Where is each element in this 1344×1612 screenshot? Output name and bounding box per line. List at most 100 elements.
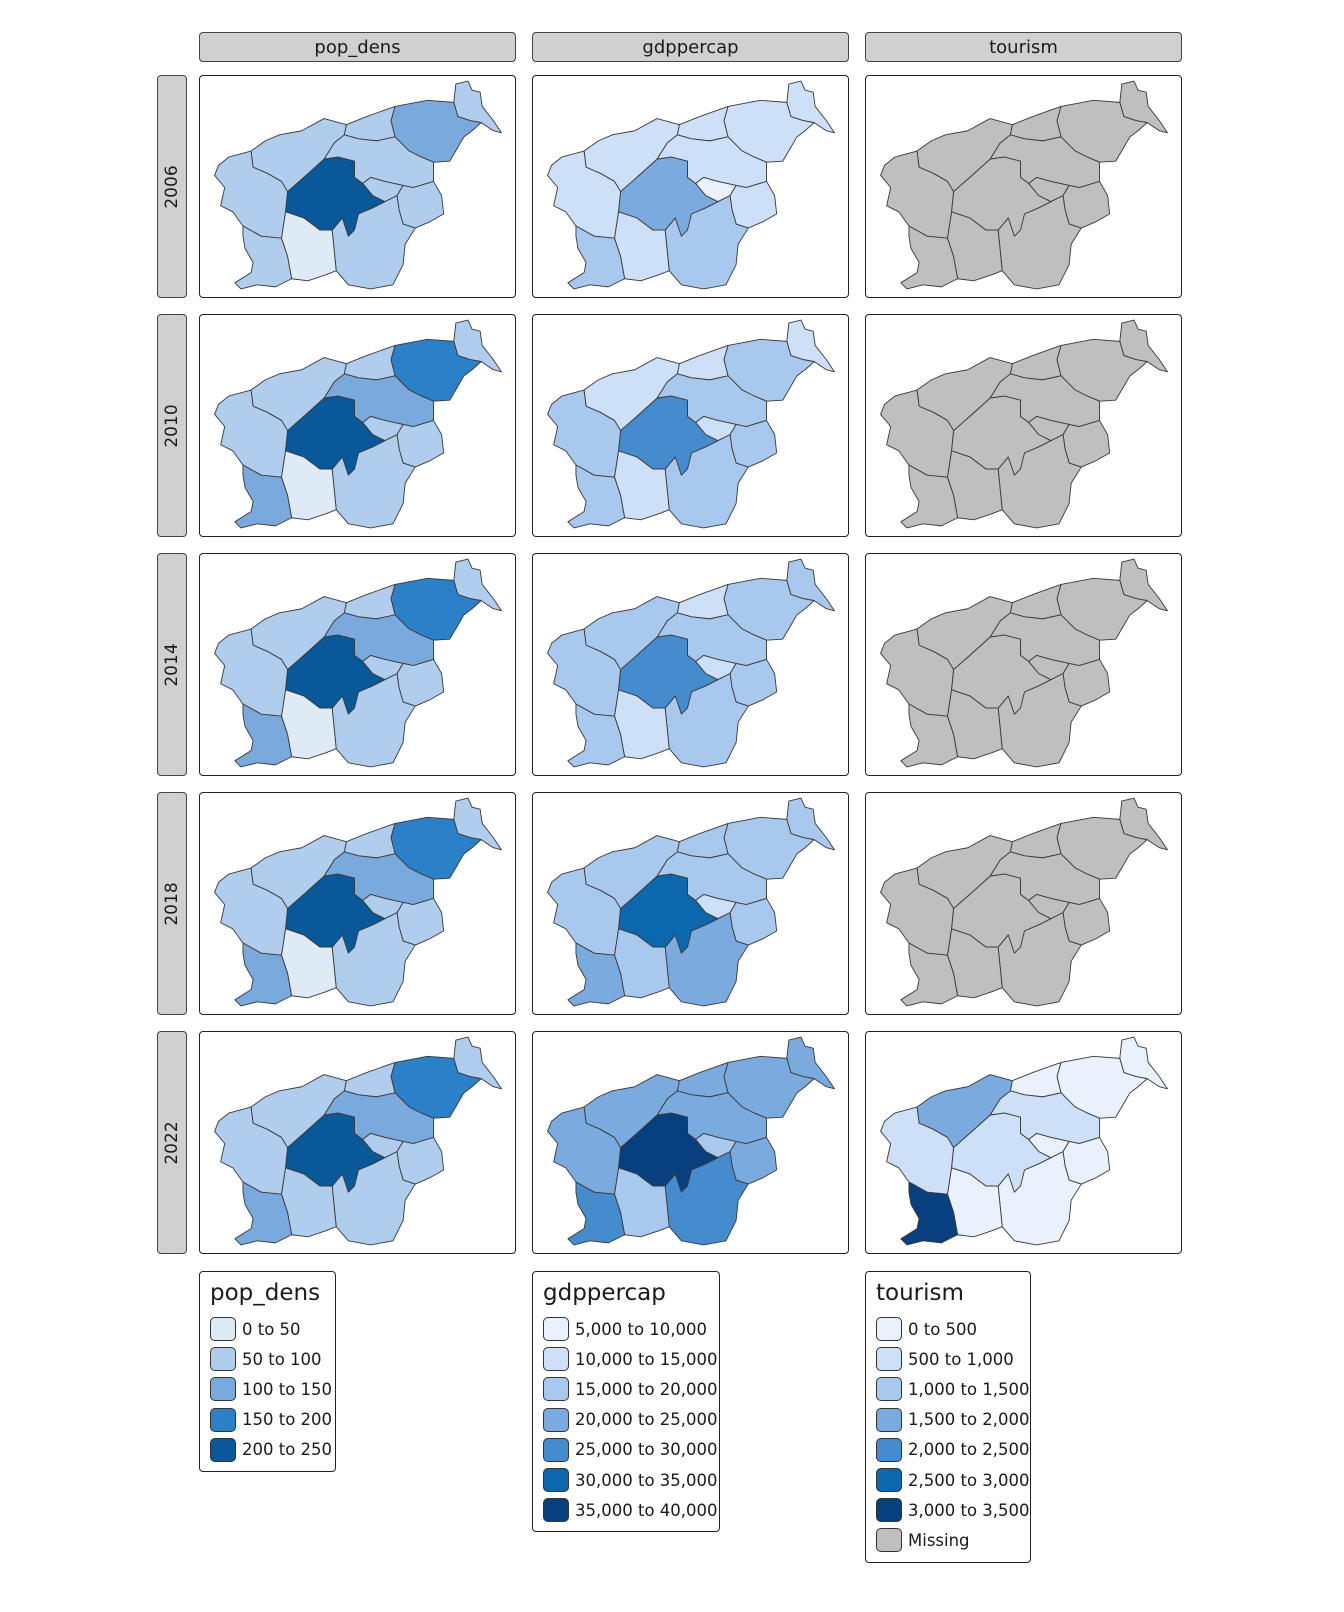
map [880,797,1168,1007]
map-panel-gdppercap-2022 [532,1031,849,1254]
legend-item: 2,000 to 2,500 [876,1435,1030,1465]
row-header-2006: 2006 [157,75,187,298]
legend-item: 200 to 250 [210,1435,332,1465]
map-panel-pop_dens-2014 [199,553,516,776]
legend-label: 2,500 to 3,000 [908,1470,1030,1490]
region-obalno-kra-ka [900,942,959,1007]
region-koro-ka [1009,1061,1062,1098]
region-posavska [1062,658,1111,707]
legend-item: 35,000 to 40,000 [543,1495,718,1525]
map-panel-pop_dens-2010 [199,314,516,537]
region-posavska [729,897,778,946]
region-obalno-kra-ka [234,464,293,529]
column-header-pop_dens: pop_dens [199,32,516,62]
legend-item: 1,000 to 1,500 [876,1374,1030,1404]
map-panel-gdppercap-2018 [532,792,849,1015]
region-koro-ka [1009,344,1062,381]
region-koro-ka [343,344,396,381]
legend-item: 150 to 200 [210,1405,332,1435]
map-panel-gdppercap-2014 [532,553,849,776]
legend-swatch [876,1468,902,1493]
legend-item: 15,000 to 20,000 [543,1374,718,1404]
region-posavska [1062,419,1111,468]
region-koro-ka [343,105,396,142]
legend-item: 0 to 500 [876,1314,1020,1344]
map [214,558,502,768]
legend-swatch [210,1317,236,1342]
region-obalno-kra-ka [567,464,626,529]
legend-item: 5,000 to 10,000 [543,1314,709,1344]
legend-item: 100 to 150 [210,1374,332,1404]
map [547,1036,835,1246]
legend-swatch [876,1347,902,1372]
map-panel-pop_dens-2018 [199,792,516,1015]
row-header-2022: 2022 [157,1031,187,1254]
legend-item: 500 to 1,000 [876,1344,1020,1374]
region-posavska [1062,1136,1111,1185]
legend-swatch [543,1347,569,1372]
row-header-2014: 2014 [157,553,187,776]
legend-swatch [543,1377,569,1402]
legend-item: 50 to 100 [210,1344,325,1374]
legend-item: 30,000 to 35,000 [543,1465,718,1495]
legend-label: 0 to 50 [242,1319,301,1339]
map-panel-tourism-2022 [865,1031,1182,1254]
region-posavska [1062,897,1111,946]
region-koro-ka [676,822,729,859]
legend-swatch [543,1437,569,1462]
legend-label: 2,000 to 2,500 [908,1440,1030,1460]
map-panel-tourism-2014 [865,553,1182,776]
map-panel-gdppercap-2006 [532,75,849,298]
region-obalno-kra-ka [234,703,293,768]
column-header-tourism: tourism [865,32,1182,62]
legend-swatch [543,1498,569,1523]
legend-item: 20,000 to 25,000 [543,1405,718,1435]
map-panel-pop_dens-2006 [199,75,516,298]
region-obalno-kra-ka [567,1181,626,1246]
legend-swatch [210,1407,236,1432]
legend-tourism: tourism 0 to 500 500 to 1,000 1,000 to 1,50… [865,1271,1031,1563]
legend-label: 5,000 to 10,000 [575,1319,708,1339]
legend-label: 10,000 to 15,000 [575,1349,718,1369]
map-panel-tourism-2018 [865,792,1182,1015]
region-posavska [396,658,445,707]
region-obalno-kra-ka [567,703,626,768]
region-obalno-kra-ka [900,703,959,768]
region-koro-ka [1009,105,1062,142]
legend-item: 1,500 to 2,000 [876,1405,1030,1435]
legend-item: 25,000 to 30,000 [543,1435,718,1465]
region-posavska [1062,180,1111,229]
region-koro-ka [676,1061,729,1098]
map [214,319,502,529]
legend-item: 3,000 to 3,500 [876,1495,1030,1525]
region-posavska [396,419,445,468]
region-koro-ka [676,105,729,142]
legend-swatch [876,1528,902,1553]
legend-swatch [543,1468,569,1493]
legend-gdppercap: gdppercap 5,000 to 10,000 10,000 to 15,000… [532,1271,720,1533]
map [880,80,1168,290]
region-posavska [396,897,445,946]
map [547,319,835,529]
legend-label: 500 to 1,000 [908,1349,1014,1369]
row-header-2010: 2010 [157,314,187,537]
legend-label: 200 to 250 [242,1440,333,1460]
legend-swatch [543,1407,569,1432]
row-header-label: 2014 [162,642,182,687]
map-panel-gdppercap-2010 [532,314,849,537]
region-obalno-kra-ka [900,464,959,529]
region-koro-ka [343,1061,396,1098]
map [214,1036,502,1246]
region-koro-ka [343,583,396,620]
legend-label: 20,000 to 25,000 [575,1410,718,1430]
column-header-gdppercap: gdppercap [532,32,849,62]
region-posavska [729,1136,778,1185]
legend-label: 50 to 100 [242,1349,322,1369]
region-koro-ka [676,583,729,620]
region-obalno-kra-ka [567,942,626,1007]
map [214,797,502,1007]
legend-title: tourism [876,1280,964,1306]
region-obalno-kra-ka [900,1181,959,1246]
legend-label: 0 to 500 [908,1319,978,1339]
region-obalno-kra-ka [900,225,959,290]
